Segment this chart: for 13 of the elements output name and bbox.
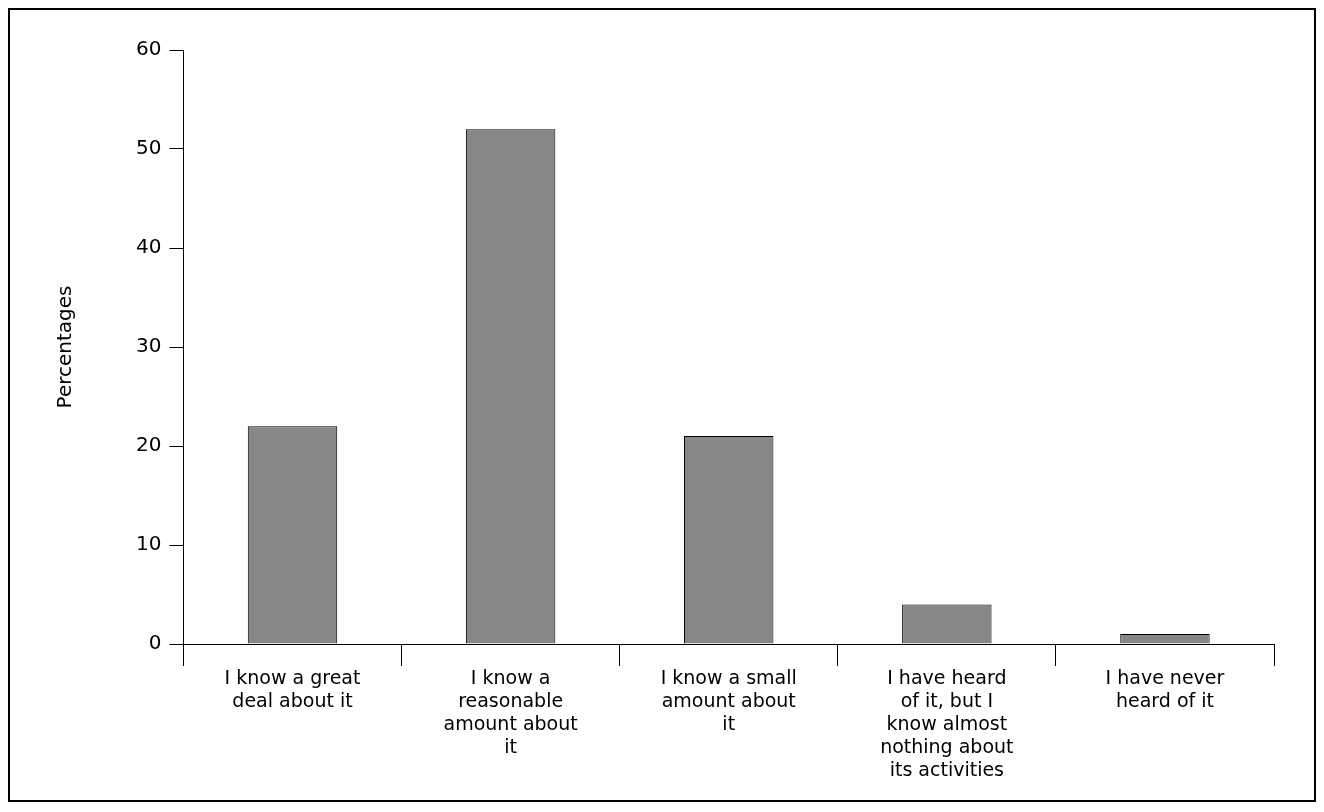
y-tick-label: 50: [136, 135, 162, 160]
y-axis-title: Percentages: [52, 285, 77, 409]
y-tick-label: 10: [136, 531, 162, 556]
x-tick-label: I have heard of it, but I know almost nothing about its activities: [880, 666, 1014, 780]
x-tick-label: I know a small amount about it: [660, 666, 797, 734]
y-tick-label: 30: [136, 333, 162, 358]
y-tick-label: 40: [136, 234, 162, 259]
x-tick-label: I know a great deal about it: [224, 666, 361, 712]
y-tick-label: 20: [136, 432, 162, 457]
y-tick-label: 60: [136, 36, 162, 61]
x-tick-label: I have never heard of it: [1105, 666, 1225, 712]
y-tick-label: 0: [148, 630, 162, 655]
x-tick-label: I know a reasonable amount about it: [443, 666, 578, 757]
